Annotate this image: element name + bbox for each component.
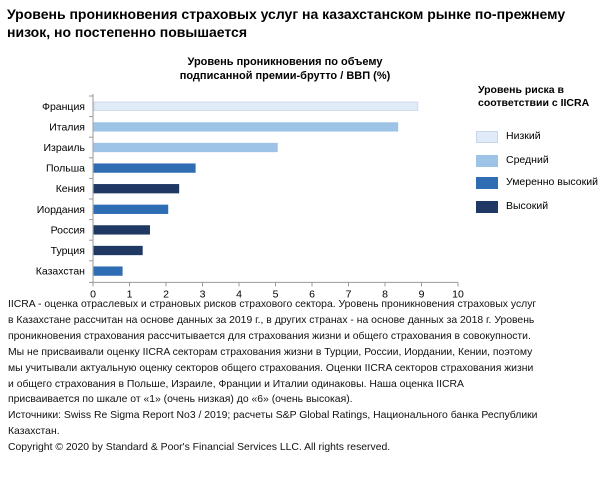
bar-chart: Франция Италия Израиль Польша Кения Иордания Р… — [36, 94, 464, 300]
legend-label: Средний — [506, 154, 549, 166]
category-label: Иордания — [37, 204, 85, 216]
bar-6 — [93, 225, 150, 235]
x-tick-label: 0 — [90, 288, 96, 300]
category-label: Франция — [42, 101, 85, 113]
category-label: Россия — [51, 224, 85, 236]
footnote-line: IICRA - оценка отраслевых и страновых ри… — [8, 299, 537, 310]
bar-3 — [93, 163, 196, 173]
bar-7 — [93, 245, 143, 256]
footnote-line: и общего страхования в Польше, Израиле, … — [8, 378, 464, 390]
legend-title-line: соответствии с IICRA — [478, 97, 590, 109]
footnote-line: в Казахстане рассчитан на основе данных … — [8, 314, 535, 326]
chart-title-line: подписанной премии-брутто / ВВП (%) — [179, 70, 391, 82]
legend-swatch-high — [476, 201, 498, 213]
category-label: Турция — [51, 245, 85, 257]
x-tick-label: 4 — [236, 288, 242, 300]
x-tick-label: 9 — [419, 288, 425, 300]
chart-title: Уровень проникновения по объему подписан… — [150, 55, 420, 83]
x-tick-label: 7 — [346, 288, 352, 300]
x-tick-label: 1 — [127, 288, 133, 300]
chart-title-line: Уровень проникновения по объему — [187, 56, 383, 68]
x-tick-label: 3 — [200, 288, 206, 300]
legend-label: Умеренно высокий — [506, 176, 598, 188]
legend-swatch-moderately-high — [476, 177, 498, 189]
legend-label: Низкий — [506, 130, 541, 142]
category-label: Казахстан — [36, 266, 85, 278]
category-label: Италия — [49, 121, 85, 133]
footnote-line: мы учитывали актуальную оценку секторов … — [8, 362, 534, 374]
copyright: Copyright © 2020 by Standard & Poor's Fi… — [8, 442, 391, 454]
bar-8 — [93, 266, 123, 276]
x-tick-label: 6 — [309, 288, 315, 300]
footnote-line: проникновения страхования рассчитывается… — [8, 330, 531, 342]
bar-1 — [93, 122, 399, 132]
footnote-line: Казахстан. — [8, 426, 60, 438]
legend-swatch-low — [476, 131, 498, 143]
footnote-line: присваивается по шкале от «1» (очень низ… — [8, 394, 353, 406]
footnotes: IICRA - оценка отраслевых и страновых ри… — [8, 297, 603, 456]
legend-label: Высокий — [506, 200, 549, 212]
legend-title: Уровень риска в соответствии с IICRA — [478, 84, 603, 110]
bar-0 — [93, 101, 419, 111]
category-label: Израиль — [43, 142, 85, 154]
x-tick-label: 5 — [273, 288, 279, 300]
x-tick-label: 2 — [163, 288, 169, 300]
legend-title-line: Уровень риска в — [478, 84, 565, 96]
bar-4 — [93, 184, 180, 194]
category-label: Польша — [46, 163, 85, 175]
headline-line: низок, но постепенно повышается — [7, 24, 248, 40]
footnote-line: Мы не присваивали оценку IICRA секторам … — [8, 346, 533, 358]
bar-2 — [93, 142, 278, 153]
x-tick-label: 8 — [382, 288, 388, 300]
category-label: Кения — [56, 183, 85, 195]
footnote-line: Источники: Swiss Re Sigma Report No3 / 2… — [8, 410, 538, 422]
x-tick-label: 10 — [452, 288, 464, 300]
legend-swatch-medium — [476, 155, 498, 167]
headline: Уровень проникновения страховых услуг на… — [7, 5, 599, 41]
headline-line: Уровень проникновения страховых услуг на… — [7, 6, 566, 22]
bar-5 — [93, 204, 169, 214]
